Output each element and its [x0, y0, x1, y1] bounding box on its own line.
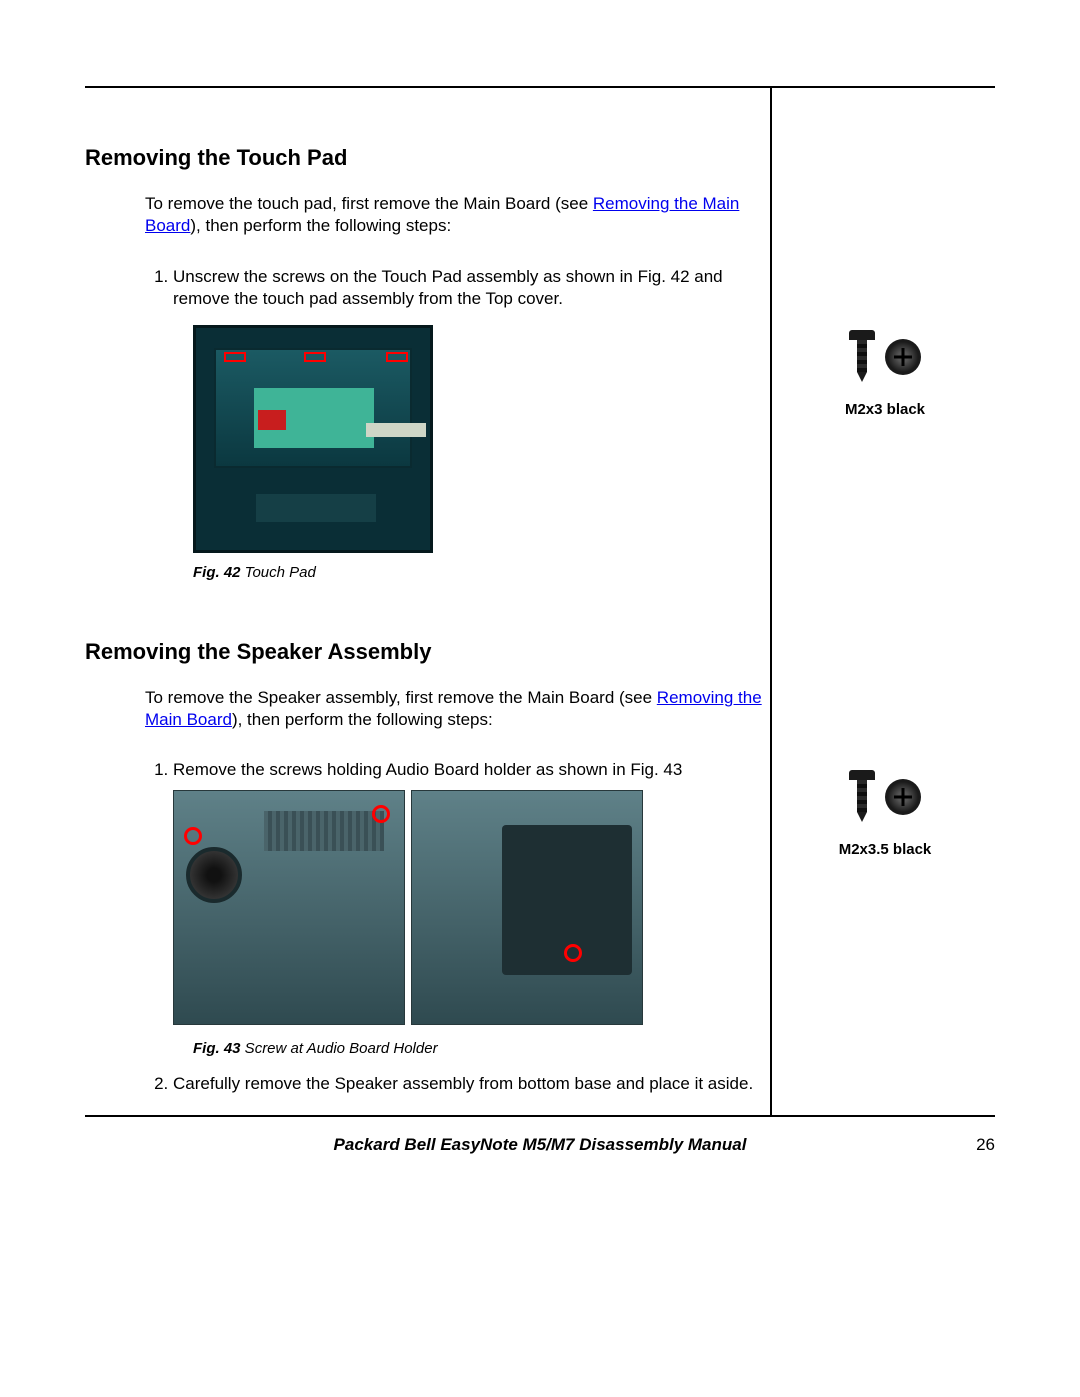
figure-43-caption-prefix: Fig. 43 — [193, 1040, 241, 1057]
touch-pad-intro-paragraph: To remove the touch pad, first remove th… — [85, 193, 765, 238]
touch-pad-steps-list: Unscrew the screws on the Touch Pad asse… — [85, 266, 765, 311]
heading-removing-touch-pad: Removing the Touch Pad — [85, 145, 765, 171]
figure-42-caption-body: Touch Pad — [241, 564, 316, 581]
sidebar-column: M2x3 black M2x3.5 black — [785, 86, 985, 858]
screw-icon-group — [849, 770, 921, 824]
figure-43-caption-body: Screw at Audio Board Holder — [241, 1040, 438, 1057]
touch-pad-buttons — [256, 494, 376, 522]
intro-text-pre: To remove the touch pad, first remove th… — [145, 194, 593, 213]
intro-text-post: ), then perform the following steps: — [232, 710, 493, 729]
screw-side-view-icon — [849, 330, 875, 384]
screw-top-view-icon — [885, 779, 921, 815]
screw-spec-block-2: M2x3.5 black — [785, 770, 985, 858]
figure-42-touch-pad-photo — [193, 325, 433, 553]
figure-43-right-half — [411, 790, 643, 1025]
screw-spec-block-1: M2x3 black — [785, 330, 985, 418]
screw-spec-label: M2x3 black — [785, 401, 985, 418]
screw-top-view-icon — [885, 339, 921, 375]
screw-highlight-icon — [564, 944, 582, 962]
touch-pad-connector-highlight — [258, 410, 286, 430]
intro-text-pre: To remove the Speaker assembly, first re… — [145, 688, 657, 707]
touch-pad-ribbon-cable — [366, 423, 426, 437]
chassis-grate — [264, 811, 384, 851]
screw-spec-label: M2x3.5 black — [785, 841, 985, 858]
screw-highlight-icon — [224, 352, 246, 362]
figure-43-left-half — [173, 790, 405, 1025]
speaker-step-1-text: Remove the screws holding Audio Board ho… — [173, 760, 682, 779]
speaker-intro-paragraph: To remove the Speaker assembly, first re… — [85, 687, 765, 732]
screw-highlight-icon — [386, 352, 408, 362]
vertical-separator-rule — [770, 86, 772, 1117]
speaker-steps-list-cont: Carefully remove the Speaker assembly fr… — [85, 1073, 765, 1095]
figure-43-caption: Fig. 43 Screw at Audio Board Holder — [85, 1039, 765, 1059]
bottom-border-rule — [85, 1115, 995, 1117]
figure-42-caption-prefix: Fig. 42 — [193, 564, 241, 581]
speaker-step-1: Remove the screws holding Audio Board ho… — [173, 759, 765, 1024]
screw-icon-group — [849, 330, 921, 384]
page-number: 26 — [976, 1135, 995, 1155]
speaker-steps-list: Remove the screws holding Audio Board ho… — [85, 759, 765, 1024]
figure-42-caption: Fig. 42 Touch Pad — [85, 563, 765, 583]
speaker-step-2: Carefully remove the Speaker assembly fr… — [173, 1073, 765, 1095]
screw-side-view-icon — [849, 770, 875, 824]
touch-pad-step-1: Unscrew the screws on the Touch Pad asse… — [173, 266, 765, 311]
heading-removing-speaker-assembly: Removing the Speaker Assembly — [85, 639, 765, 665]
screw-highlight-icon — [304, 352, 326, 362]
speaker-driver-icon — [186, 847, 242, 903]
screw-highlight-icon — [184, 827, 202, 845]
screw-highlight-icon — [372, 805, 390, 823]
intro-text-post: ), then perform the following steps: — [190, 216, 451, 235]
page-footer-title: Packard Bell EasyNote M5/M7 Disassembly … — [85, 1135, 995, 1155]
figure-43-audio-board-photo — [173, 790, 643, 1025]
main-content-column: Removing the Touch Pad To remove the tou… — [85, 145, 765, 1105]
